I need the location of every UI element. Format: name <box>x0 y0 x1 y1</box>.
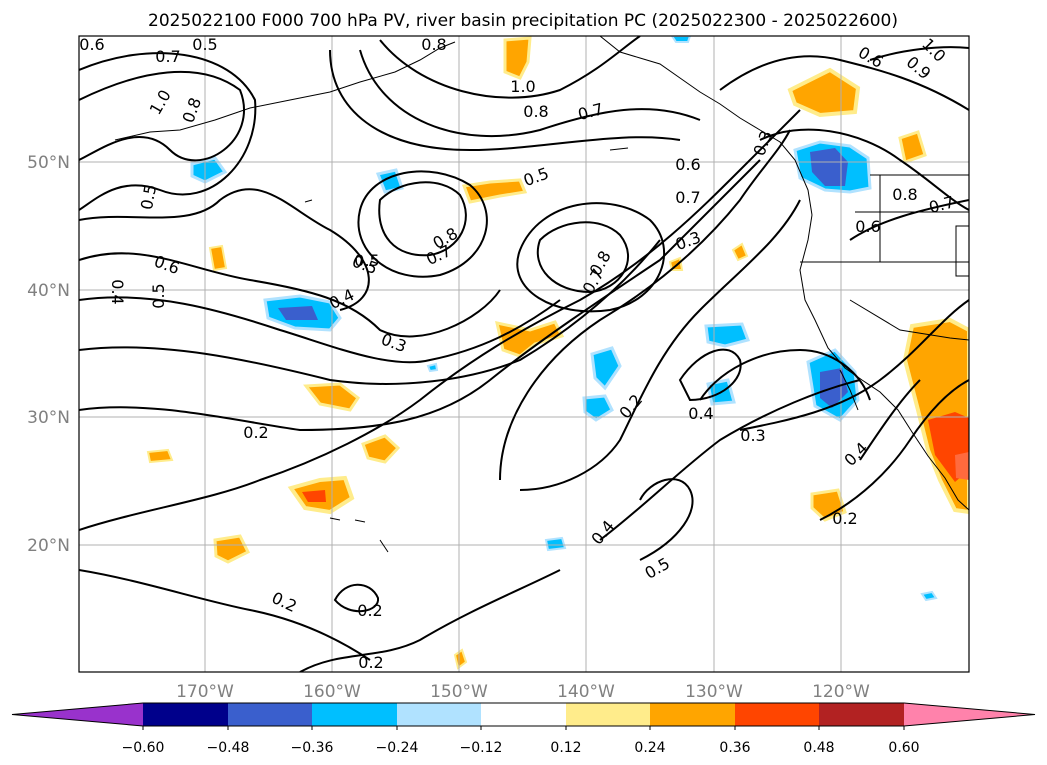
contour-label: 0.6 <box>675 155 700 174</box>
contour-label: 0.6 <box>79 35 104 54</box>
lon-label: 160°W <box>303 682 361 702</box>
colorbar-segment <box>650 703 735 726</box>
contour-label: 0.8 <box>523 102 548 121</box>
lon-labels: 170°W 160°W 150°W 140°W 130°W 120°W <box>176 682 870 702</box>
lon-label: 150°W <box>430 682 488 702</box>
contour-label: 0.4 <box>688 404 713 423</box>
colorbar-tick-label: 0.12 <box>550 740 581 756</box>
lat-label: 50°N <box>27 153 70 173</box>
contour-label: 0.8 <box>892 185 917 204</box>
map-frame <box>78 35 970 673</box>
colorbar-segment <box>735 703 819 726</box>
contour-label: 0.2 <box>832 509 857 528</box>
contour-label: 0.5 <box>149 283 168 308</box>
colorbar <box>11 702 1036 730</box>
colorbar-tick-labels: −0.60 −0.48 −0.36 −0.24 −0.12 0.12 0.24 … <box>122 740 920 756</box>
colorbar-tick-label: 0.36 <box>719 740 750 756</box>
contour-label: 0.8 <box>421 35 446 54</box>
lon-label: 140°W <box>557 682 615 702</box>
colorbar-tick-label: 0.60 <box>888 740 919 756</box>
contour-label: 1.0 <box>510 77 535 96</box>
colorbar-segment <box>143 703 228 726</box>
contour-label: 0.7 <box>675 188 700 207</box>
map-area: 0.6 0.5 0.7 1.0 0.8 0.8 0.5 0.6 0.5 0.4 … <box>79 35 969 672</box>
contour-label: 0.7 <box>155 47 180 66</box>
colorbar-tick-label: −0.24 <box>376 740 419 756</box>
colorbar-tick-label: −0.36 <box>291 740 334 756</box>
contour-label: 0.2 <box>358 653 383 672</box>
coastlines <box>114 36 969 553</box>
colorbar-tick-label: 0.48 <box>803 740 834 756</box>
contour-label: 0.5 <box>137 183 160 211</box>
contour-label: 0.5 <box>354 251 379 270</box>
lat-label: 30°N <box>27 408 70 428</box>
contour-label: 0.6 <box>855 217 880 236</box>
contour-label: 0.4 <box>108 279 127 304</box>
lon-label: 120°W <box>812 682 870 702</box>
colorbar-segment <box>481 703 566 726</box>
colorbar-tick-label: −0.60 <box>122 740 165 756</box>
colorbar-tick-label: 0.24 <box>634 740 665 756</box>
lat-label: 40°N <box>27 281 70 301</box>
colorbar-segment <box>904 703 1035 726</box>
lat-label: 20°N <box>27 536 70 556</box>
colorbar-segment <box>397 703 481 726</box>
colorbar-segment <box>12 703 143 726</box>
lat-labels: 50°N 40°N 30°N 20°N <box>27 153 70 556</box>
lon-label: 130°W <box>685 682 743 702</box>
colorbar-tick-label: −0.12 <box>460 740 503 756</box>
colorbar-segment <box>819 703 904 726</box>
contour-label: 0.3 <box>740 426 765 445</box>
contour-label: 0.2 <box>243 423 268 442</box>
pv-contours <box>79 36 969 672</box>
colorbar-tick-label: −0.48 <box>207 740 250 756</box>
colorbar-segment <box>566 703 650 726</box>
colorbar-segment <box>228 703 312 726</box>
map-title: 2025022100 F000 700 hPa PV, river basin … <box>148 11 898 31</box>
contour-label: 0.2 <box>357 601 382 620</box>
contour-label: 0.5 <box>192 35 217 54</box>
lon-label: 170°W <box>176 682 234 702</box>
colorbar-segment <box>312 703 397 726</box>
